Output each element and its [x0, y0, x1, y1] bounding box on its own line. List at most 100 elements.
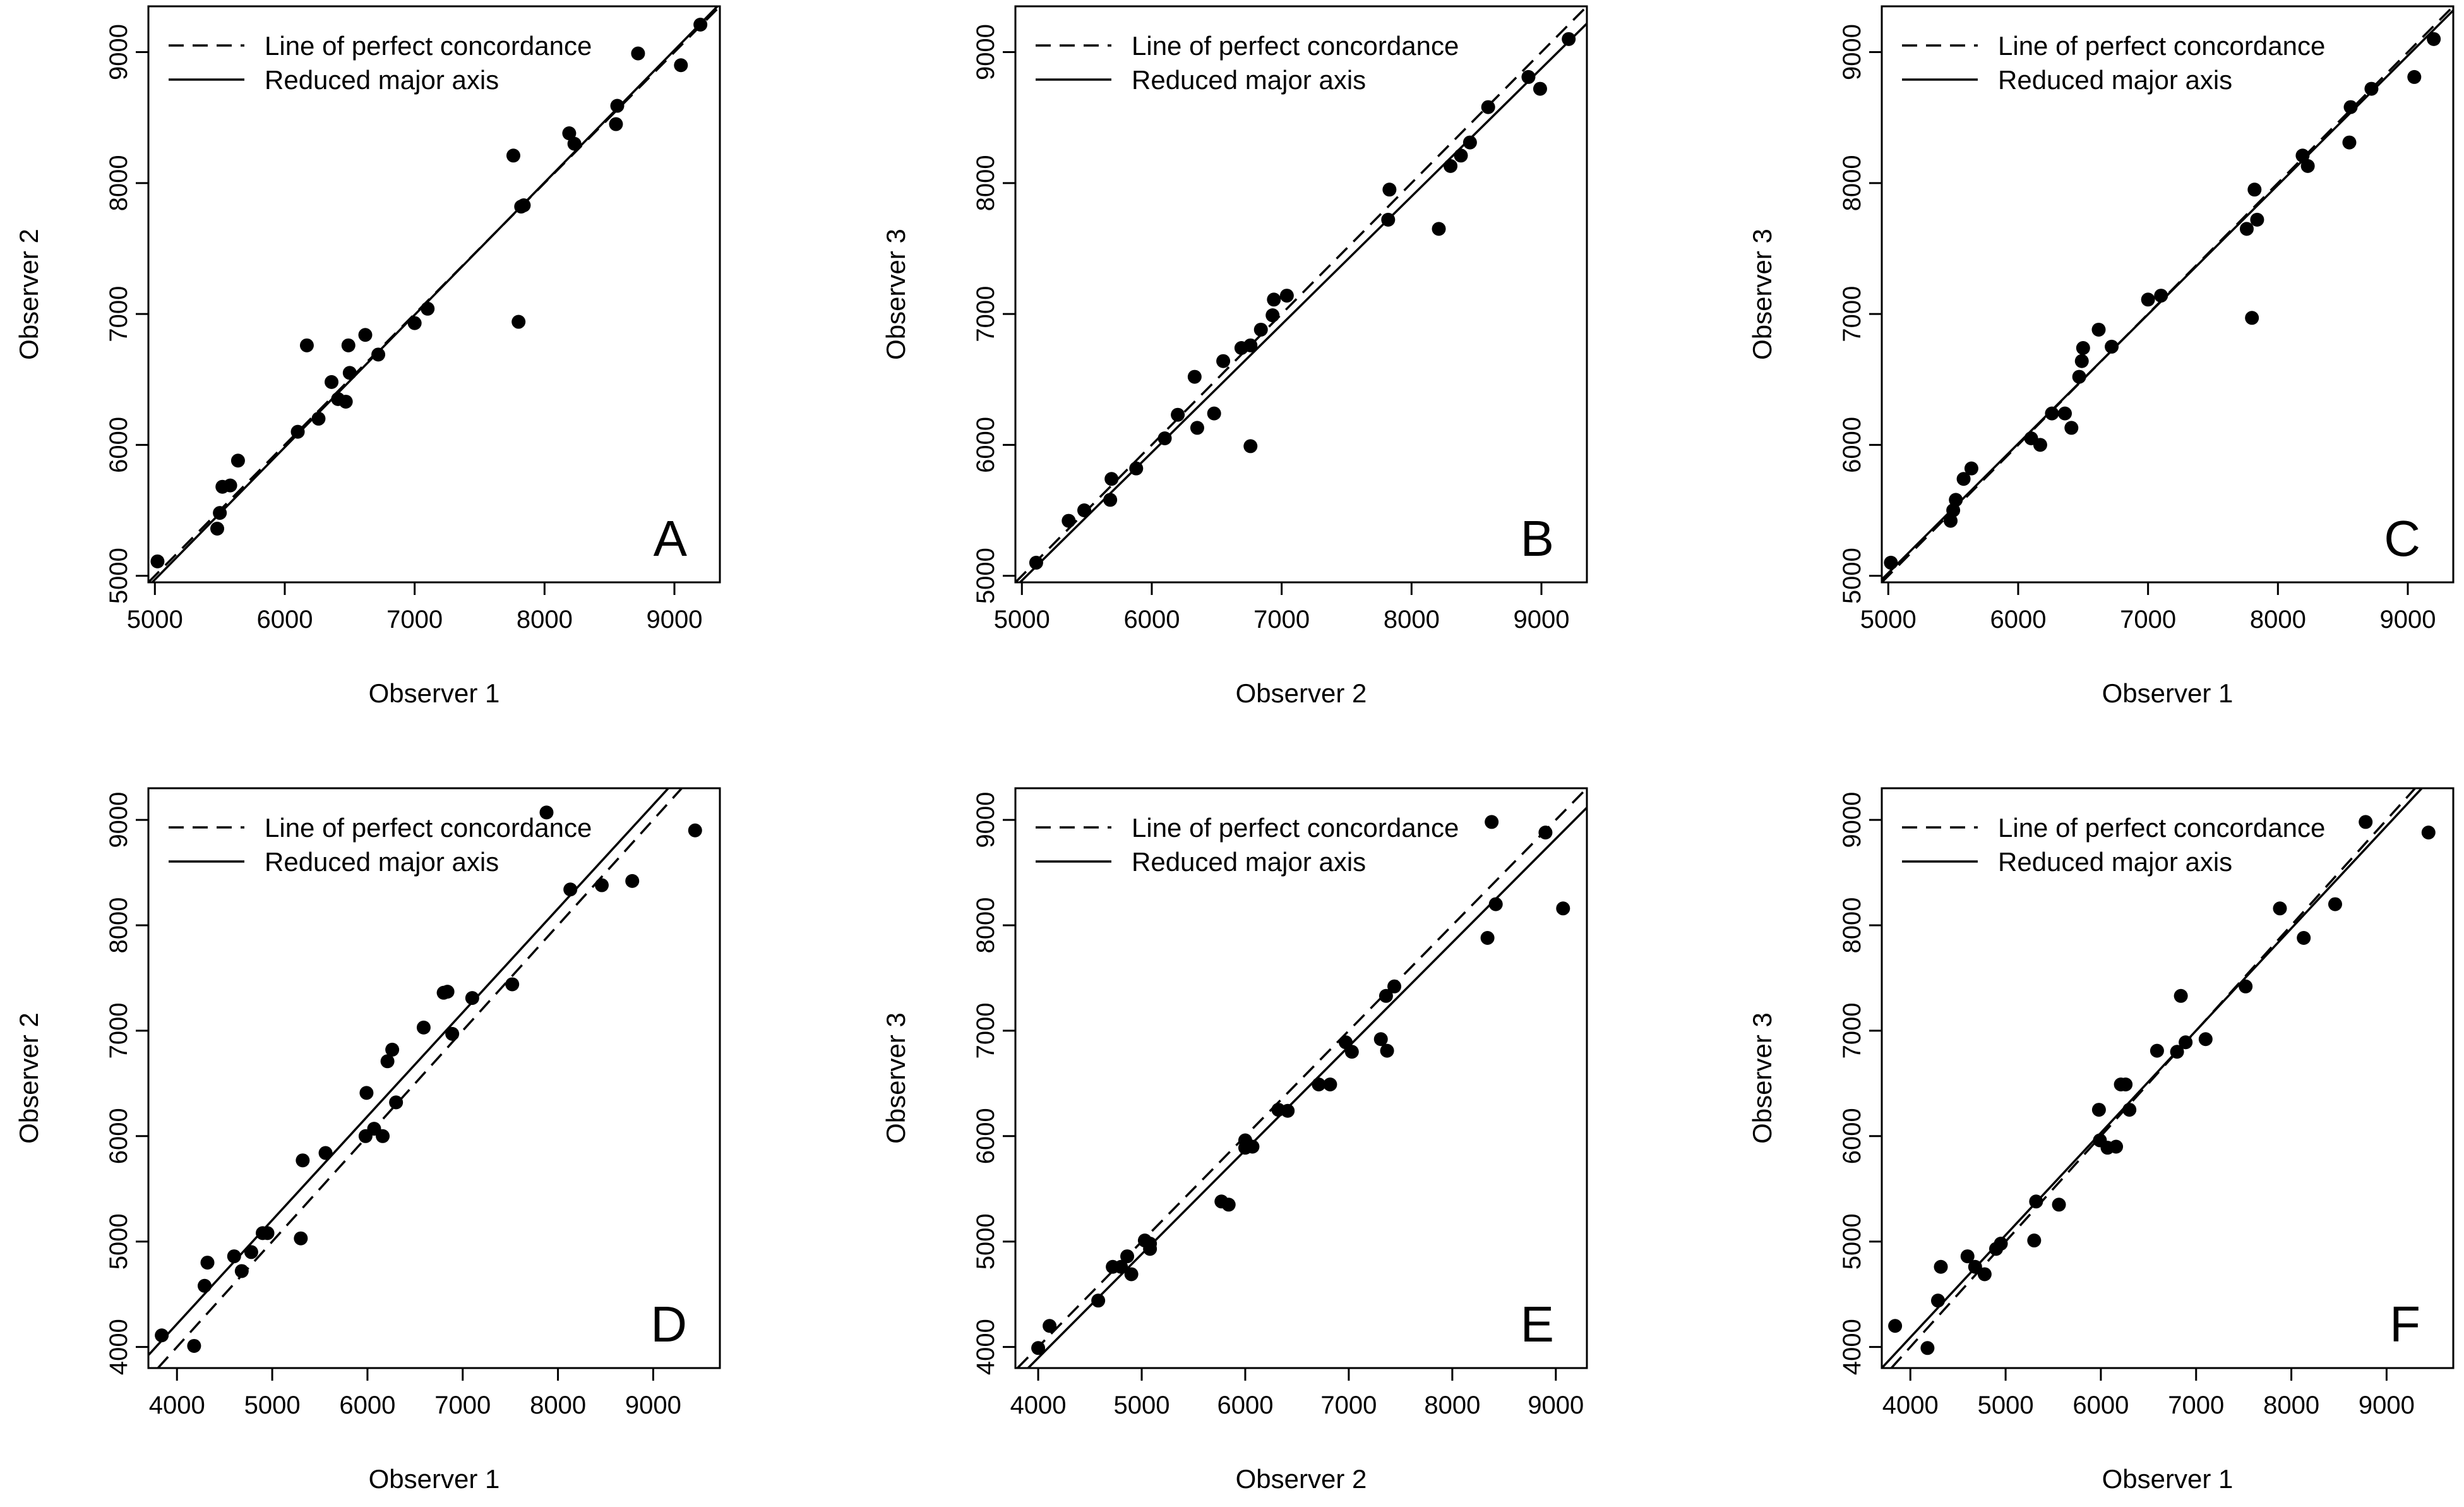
data-point — [1920, 1341, 1935, 1355]
legend-label: Line of perfect concordance — [1998, 813, 2325, 843]
x-tick-label: 9000 — [2359, 1391, 2415, 1419]
data-point — [2198, 1032, 2213, 1047]
data-point — [1091, 1294, 1106, 1308]
legend-label: Reduced major axis — [1132, 65, 1366, 95]
x-tick-label: 7000 — [434, 1391, 491, 1419]
plot-frame — [1014, 787, 1588, 1369]
data-point — [155, 1328, 169, 1343]
y-tick-label: 5000 — [105, 1213, 133, 1270]
data-point — [1956, 472, 1971, 486]
data-point — [1216, 354, 1231, 368]
y-tick-label: 9000 — [972, 792, 1000, 848]
data-point — [2122, 1103, 2137, 1117]
data-point — [1171, 407, 1185, 422]
data-point — [1104, 472, 1119, 486]
x-tick-label: 9000 — [1528, 1391, 1584, 1419]
x-tick-label: 9000 — [625, 1391, 681, 1419]
data-point — [2105, 339, 2119, 354]
data-point — [1480, 931, 1495, 946]
data-point — [1533, 81, 1547, 96]
data-point — [625, 874, 640, 888]
data-point — [2250, 212, 2264, 227]
data-point — [2239, 979, 2253, 994]
data-point — [2109, 1139, 2124, 1154]
data-point — [465, 991, 479, 1006]
plot-frame — [1881, 5, 2455, 584]
data-point — [1538, 826, 1553, 840]
x-tick-label: 4000 — [1882, 1391, 1939, 1419]
data-point — [2064, 421, 2079, 435]
data-point — [2247, 183, 2262, 197]
legend-label: Reduced major axis — [265, 65, 499, 95]
data-point — [506, 148, 520, 163]
reduced-major-axis-line — [1019, 23, 1587, 582]
data-point — [1243, 338, 1258, 352]
x-tick-label: 9000 — [647, 606, 703, 633]
y-tick-label: 6000 — [972, 417, 1000, 473]
data-point — [2421, 826, 2436, 840]
y-tick-label: 8000 — [105, 155, 133, 211]
data-point — [1190, 421, 1204, 435]
legend-label: Line of perfect concordance — [265, 813, 592, 843]
data-point — [2297, 931, 2311, 946]
data-point — [1120, 1249, 1135, 1264]
data-point — [517, 198, 531, 213]
data-point — [1968, 1259, 1982, 1274]
x-tick-label: 5000 — [244, 1391, 301, 1419]
y-tick-label: 4000 — [1838, 1319, 1866, 1375]
data-point — [1444, 159, 1458, 173]
data-point — [440, 985, 455, 999]
data-point — [290, 424, 305, 439]
data-point — [358, 328, 373, 342]
y-tick-label: 4000 — [972, 1319, 1000, 1375]
data-point — [1265, 308, 1280, 323]
data-point — [359, 1086, 374, 1100]
panel-f: 4000 5000 6000 7000 8000 9000 4000 5000 6000 7000… — [1747, 787, 2455, 1494]
data-point — [1432, 222, 1446, 236]
y-tick-label: 9000 — [1838, 24, 1866, 80]
data-point — [1462, 135, 1477, 150]
y-axis-label: Observer 2 — [14, 229, 44, 360]
data-point — [200, 1256, 215, 1270]
data-point — [2091, 1103, 2106, 1117]
y-tick-label: 7000 — [1838, 1002, 1866, 1059]
data-point — [1245, 1139, 1260, 1154]
panel-letter: C — [2384, 510, 2420, 567]
data-point — [1103, 493, 1118, 507]
data-point — [1930, 1294, 1945, 1308]
data-point — [1934, 1259, 1948, 1274]
data-point — [1143, 1237, 1157, 1251]
y-tick-label: 5000 — [1838, 1213, 1866, 1270]
data-point — [2141, 292, 2155, 307]
data-point — [1279, 289, 1294, 303]
y-tick-label: 6000 — [105, 417, 133, 473]
data-point — [539, 805, 554, 820]
data-point — [1043, 1319, 1057, 1333]
y-tick-label: 5000 — [1838, 548, 1866, 604]
data-point — [2045, 406, 2059, 421]
panel-b: 5000 6000 7000 8000 9000 5000 6000 7000 8000 9000… — [881, 5, 1588, 708]
data-point — [296, 1153, 310, 1168]
y-tick-label: 8000 — [105, 897, 133, 953]
x-tick-label: 8000 — [517, 606, 573, 633]
panel-c: 5000 6000 7000 8000 9000 5000 6000 7000 8000 9000… — [1747, 5, 2455, 708]
y-axis-label: Observer 3 — [1747, 229, 1777, 360]
data-point — [2150, 1043, 2164, 1058]
y-tick-label: 8000 — [1838, 155, 1866, 211]
data-point — [2328, 897, 2342, 911]
data-point — [2052, 1198, 2066, 1212]
y-tick-label: 9000 — [105, 24, 133, 80]
data-point — [230, 453, 245, 468]
data-point — [1129, 461, 1144, 476]
y-tick-label: 5000 — [105, 548, 133, 604]
legend-label: Reduced major axis — [265, 847, 499, 877]
panel-e: 4000 5000 6000 7000 8000 9000 4000 5000 6000 7000… — [881, 787, 1588, 1494]
x-axis-label: Observer 1 — [369, 678, 500, 708]
data-point — [2342, 135, 2357, 150]
data-point — [1488, 897, 1503, 911]
data-point — [1944, 513, 1958, 528]
y-tick-label: 9000 — [1838, 792, 1866, 848]
data-point — [1556, 901, 1570, 916]
data-point — [2427, 32, 2441, 46]
